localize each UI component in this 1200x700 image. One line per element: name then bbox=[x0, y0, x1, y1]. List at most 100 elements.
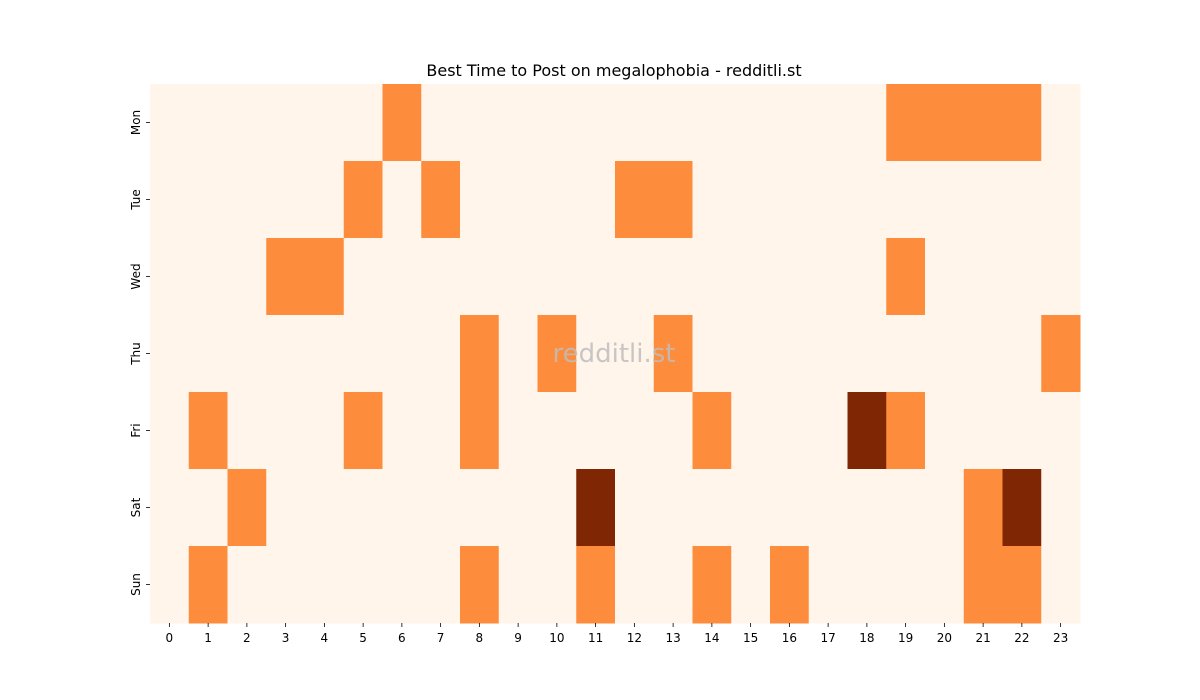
x-tick-label: 21 bbox=[975, 631, 990, 645]
heatmap-cell-mon-19 bbox=[886, 84, 926, 162]
x-tick-label: 16 bbox=[782, 631, 797, 645]
x-tick-label: 17 bbox=[820, 631, 835, 645]
heatmap-cell-mon-6 bbox=[382, 84, 422, 162]
heatmap-cell-tue-3 bbox=[266, 161, 306, 239]
heatmap-cell-sat-13 bbox=[653, 469, 693, 547]
heatmap-cell-sun-8 bbox=[460, 546, 500, 624]
heatmap-cell-mon-7 bbox=[421, 84, 461, 162]
heatmap-cell-sun-4 bbox=[305, 546, 345, 624]
heatmap-cell-tue-8 bbox=[460, 161, 500, 239]
heatmap-cell-mon-10 bbox=[537, 84, 577, 162]
heatmap-cell-thu-21 bbox=[963, 315, 1003, 393]
x-tick-label: 6 bbox=[398, 631, 406, 645]
heatmap-cell-tue-22 bbox=[1002, 161, 1042, 239]
heatmap-cell-sun-11 bbox=[576, 546, 616, 624]
x-tick-label: 23 bbox=[1053, 631, 1068, 645]
heatmap-cell-sun-21 bbox=[963, 546, 1003, 624]
heatmap-cell-sun-14 bbox=[692, 546, 732, 624]
x-tick-label: 14 bbox=[704, 631, 719, 645]
heatmap-cell-fri-11 bbox=[576, 392, 616, 470]
heatmap-cell-thu-10 bbox=[537, 315, 577, 393]
heatmap-cell-tue-1 bbox=[188, 161, 228, 239]
heatmap-cell-tue-5 bbox=[343, 161, 383, 239]
heatmap-cell-mon-11 bbox=[576, 84, 616, 162]
heatmap-cell-tue-18 bbox=[847, 161, 887, 239]
heatmap-cell-mon-4 bbox=[305, 84, 345, 162]
x-tick-label: 9 bbox=[514, 631, 522, 645]
heatmap-cell-wed-11 bbox=[576, 238, 616, 316]
heatmap-cell-tue-11 bbox=[576, 161, 616, 239]
x-tick-label: 3 bbox=[282, 631, 290, 645]
heatmap-cell-sat-22 bbox=[1002, 469, 1042, 547]
heatmap-cell-thu-1 bbox=[188, 315, 228, 393]
heatmap-cell-sun-16 bbox=[770, 546, 810, 624]
heatmap-cell-wed-18 bbox=[847, 238, 887, 316]
heatmap-cell-thu-19 bbox=[886, 315, 926, 393]
heatmap-cell-wed-21 bbox=[963, 238, 1003, 316]
watermark: redditli.st bbox=[553, 339, 676, 369]
heatmap-cell-sun-2 bbox=[227, 546, 267, 624]
heatmap-cell-wed-7 bbox=[421, 238, 461, 316]
x-tick-label: 0 bbox=[166, 631, 174, 645]
heatmap-cell-fri-3 bbox=[266, 392, 306, 470]
heatmap-cell-fri-7 bbox=[421, 392, 461, 470]
heatmap-cell-sat-20 bbox=[925, 469, 965, 547]
heatmap-cell-mon-22 bbox=[1002, 84, 1042, 162]
heatmap-cells bbox=[150, 84, 1081, 624]
heatmap-cell-tue-4 bbox=[305, 161, 345, 239]
heatmap-cell-fri-10 bbox=[537, 392, 577, 470]
heatmap-cell-tue-16 bbox=[770, 161, 810, 239]
heatmap-cell-sun-1 bbox=[188, 546, 228, 624]
heatmap-cell-sat-21 bbox=[963, 469, 1003, 547]
heatmap-cell-fri-17 bbox=[808, 392, 848, 470]
heatmap-cell-mon-13 bbox=[653, 84, 693, 162]
heatmap-cell-thu-13 bbox=[653, 315, 693, 393]
heatmap-cell-mon-9 bbox=[498, 84, 538, 162]
chart-title: Best Time to Post on megalophobia - redd… bbox=[426, 61, 801, 80]
x-tick-label: 8 bbox=[476, 631, 484, 645]
heatmap-cell-thu-2 bbox=[227, 315, 267, 393]
heatmap-cell-thu-14 bbox=[692, 315, 732, 393]
heatmap-cell-sat-12 bbox=[615, 469, 655, 547]
heatmap-cell-fri-2 bbox=[227, 392, 267, 470]
heatmap-cell-mon-18 bbox=[847, 84, 887, 162]
heatmap-cell-thu-5 bbox=[343, 315, 383, 393]
x-tick-label: 18 bbox=[859, 631, 874, 645]
heatmap-cell-sun-5 bbox=[343, 546, 383, 624]
heatmap-cell-tue-7 bbox=[421, 161, 461, 239]
heatmap-cell-mon-21 bbox=[963, 84, 1003, 162]
heatmap-cell-wed-8 bbox=[460, 238, 500, 316]
heatmap-cell-fri-22 bbox=[1002, 392, 1042, 470]
heatmap-cell-sun-12 bbox=[615, 546, 655, 624]
heatmap-cell-sat-15 bbox=[731, 469, 771, 547]
x-tick-label: 11 bbox=[588, 631, 603, 645]
heatmap-cell-thu-8 bbox=[460, 315, 500, 393]
heatmap-cell-fri-14 bbox=[692, 392, 732, 470]
heatmap-cell-wed-4 bbox=[305, 238, 345, 316]
x-tick-label: 1 bbox=[204, 631, 212, 645]
x-tick-label: 22 bbox=[1014, 631, 1029, 645]
heatmap-cell-tue-0 bbox=[150, 161, 190, 239]
heatmap-cell-sat-3 bbox=[266, 469, 306, 547]
heatmap-cell-mon-2 bbox=[227, 84, 267, 162]
heatmap-cell-wed-23 bbox=[1041, 238, 1081, 316]
heatmap-cell-wed-22 bbox=[1002, 238, 1042, 316]
heatmap-cell-sat-11 bbox=[576, 469, 616, 547]
heatmap-cell-fri-15 bbox=[731, 392, 771, 470]
heatmap-cell-sat-5 bbox=[343, 469, 383, 547]
heatmap-cell-sat-0 bbox=[150, 469, 190, 547]
heatmap-cell-sun-0 bbox=[150, 546, 190, 624]
heatmap-cell-mon-14 bbox=[692, 84, 732, 162]
heatmap-cell-wed-9 bbox=[498, 238, 538, 316]
heatmap-cell-thu-15 bbox=[731, 315, 771, 393]
y-tick-label: Fri bbox=[129, 423, 143, 437]
heatmap-cell-wed-15 bbox=[731, 238, 771, 316]
heatmap-cell-tue-15 bbox=[731, 161, 771, 239]
heatmap-cell-wed-10 bbox=[537, 238, 577, 316]
heatmap-cell-mon-12 bbox=[615, 84, 655, 162]
heatmap-cell-fri-12 bbox=[615, 392, 655, 470]
heatmap-cell-wed-20 bbox=[925, 238, 965, 316]
x-axis: 0 1 2 3 4 5 6 7 8 9 10 11 12 13 14 15 16 17 18 19 20 21 22 23 bbox=[166, 623, 1068, 645]
heatmap-cell-fri-1 bbox=[188, 392, 228, 470]
heatmap-cell-thu-12 bbox=[615, 315, 655, 393]
